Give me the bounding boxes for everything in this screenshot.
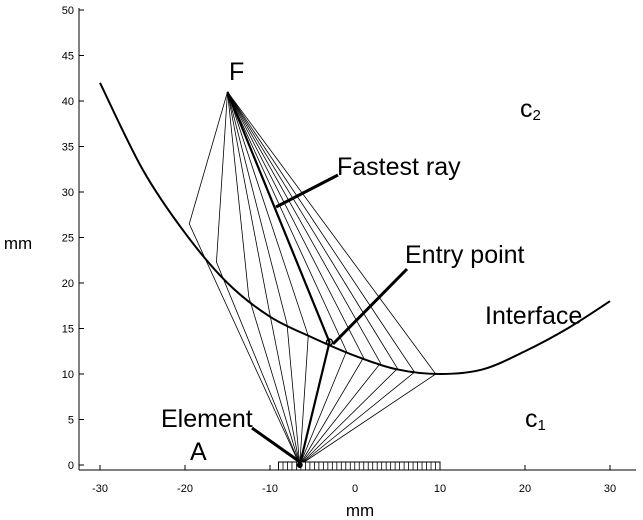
ray-path [227, 91, 301, 466]
fastest-ray-label: Fastest ray [337, 153, 461, 181]
y-tick-label: 0 [68, 460, 74, 472]
y-tick-label: 30 [62, 187, 74, 199]
ray-path [227, 91, 347, 466]
x-tick-label: 0 [352, 483, 358, 495]
element-pointer [251, 426, 301, 464]
x-tick-label: -30 [92, 483, 108, 495]
medium-lower-label: c1 [525, 405, 546, 434]
ray-path [227, 91, 416, 466]
y-tick-label: 45 [62, 51, 74, 63]
x-tick-label: -10 [262, 483, 278, 495]
ray-path [227, 91, 381, 466]
x-axis-title: mm [346, 501, 374, 520]
y-tick-label: 5 [68, 415, 74, 427]
transducer-array [278, 461, 441, 471]
medium-lower-symbol: c [525, 405, 538, 433]
entry-point-pointer [331, 267, 409, 346]
fastest-ray-line [226, 91, 331, 466]
ray-path [227, 91, 301, 466]
y-tick-label: 25 [62, 233, 74, 245]
medium-upper-symbol: c [520, 95, 533, 123]
x-tick-label: 10 [434, 483, 446, 495]
x-tick-label: -20 [177, 483, 193, 495]
entry-point-label: Entry point [405, 241, 525, 269]
fastest-ray-pointer [275, 173, 339, 209]
y-axis-title: mm [4, 234, 32, 253]
fastest-ray-path [226, 91, 331, 466]
medium-upper-label: c2 [520, 95, 541, 124]
entry-point-marker [325, 338, 334, 346]
x-tick-label: 30 [604, 483, 616, 495]
interface-curve [99, 82, 611, 376]
element-label: Element [161, 405, 253, 433]
element-a-marker [296, 462, 303, 468]
medium-upper-subscript: 2 [533, 107, 541, 124]
x-tick-label: 20 [519, 483, 531, 495]
y-tick-label: 10 [62, 369, 74, 381]
y-tick-label: 40 [62, 96, 74, 108]
ray-path [216, 91, 301, 466]
ray-path [188, 91, 301, 466]
y-tick-label: 35 [62, 142, 74, 154]
element-id-label: A [190, 438, 207, 466]
medium-lower-subscript: 1 [538, 417, 546, 434]
y-tick-label: 50 [62, 5, 74, 17]
y-tick-label: 15 [62, 324, 74, 336]
ray-path [227, 91, 364, 466]
y-axis-ticks: 0 5 10 15 20 25 30 35 40 45 50 [62, 5, 84, 472]
ray-path [227, 91, 301, 466]
focus-label: F [229, 58, 244, 86]
interface-label: Interface [485, 302, 582, 330]
y-tick-label: 20 [62, 278, 74, 290]
